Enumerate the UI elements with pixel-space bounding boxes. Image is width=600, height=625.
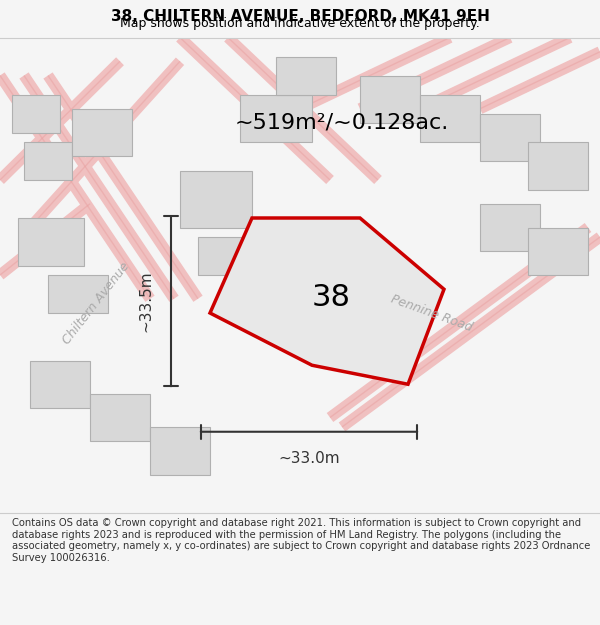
Text: 38: 38	[311, 284, 350, 312]
Text: ~33.5m: ~33.5m	[138, 270, 153, 332]
Polygon shape	[30, 361, 90, 408]
Polygon shape	[528, 228, 588, 275]
Text: Contains OS data © Crown copyright and database right 2021. This information is : Contains OS data © Crown copyright and d…	[12, 518, 590, 563]
Polygon shape	[72, 109, 132, 156]
Polygon shape	[48, 275, 108, 313]
Text: Pennine Road: Pennine Road	[389, 292, 475, 334]
Polygon shape	[240, 94, 312, 142]
Text: Chiltern Avenue: Chiltern Avenue	[60, 260, 132, 347]
Text: 38, CHILTERN AVENUE, BEDFORD, MK41 9EH: 38, CHILTERN AVENUE, BEDFORD, MK41 9EH	[110, 9, 490, 24]
Polygon shape	[150, 427, 210, 474]
Polygon shape	[420, 94, 480, 142]
Polygon shape	[210, 218, 444, 384]
Polygon shape	[276, 56, 336, 94]
Polygon shape	[12, 94, 60, 132]
Text: Map shows position and indicative extent of the property.: Map shows position and indicative extent…	[120, 17, 480, 30]
Text: ~33.0m: ~33.0m	[278, 451, 340, 466]
Polygon shape	[180, 171, 252, 227]
Polygon shape	[24, 142, 72, 180]
Text: ~519m²/~0.128ac.: ~519m²/~0.128ac.	[235, 113, 449, 133]
Polygon shape	[198, 237, 264, 275]
Polygon shape	[480, 114, 540, 161]
Polygon shape	[528, 142, 588, 189]
Polygon shape	[18, 218, 84, 266]
Polygon shape	[480, 204, 540, 251]
Polygon shape	[90, 394, 150, 441]
Polygon shape	[360, 76, 420, 123]
